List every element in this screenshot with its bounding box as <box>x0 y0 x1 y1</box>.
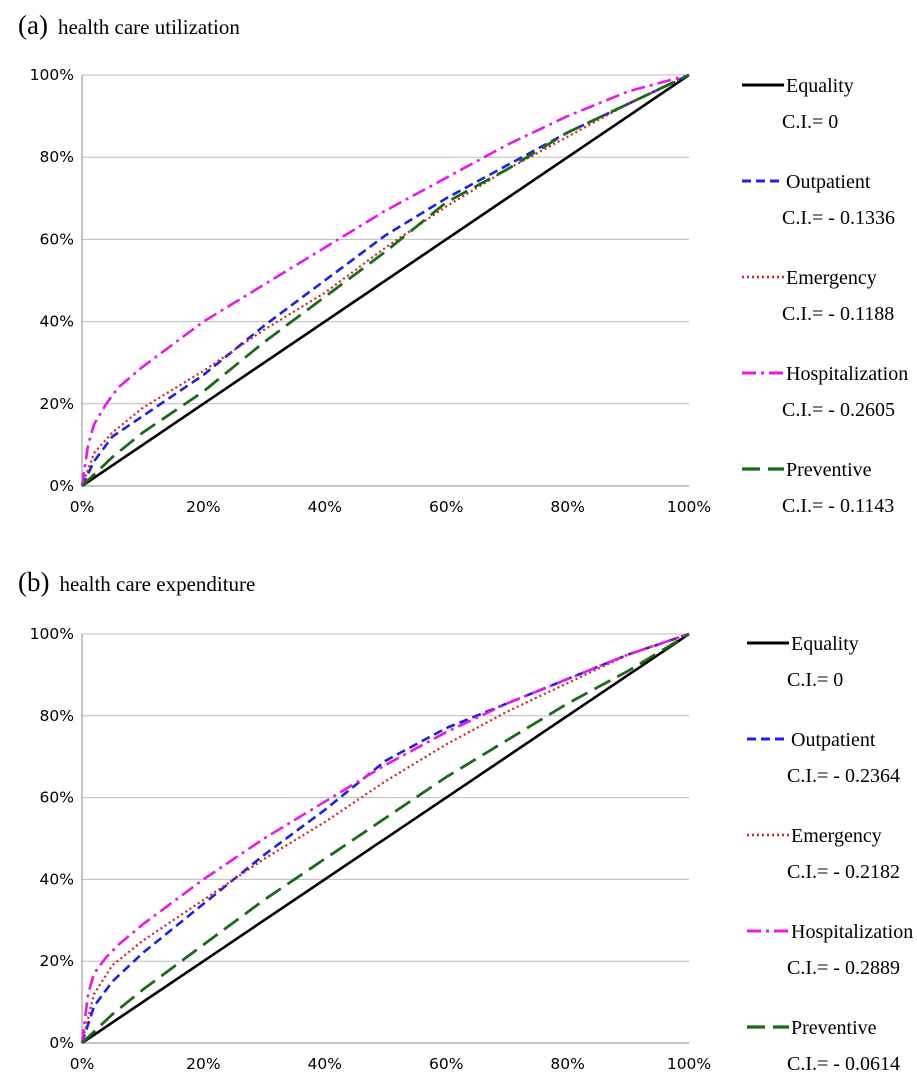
legend-label-preventive: Preventive <box>786 459 872 481</box>
panel-b-letter: (b) <box>18 567 50 597</box>
legend-label-equality: Equality <box>791 633 859 655</box>
y-tick-label: 60% <box>40 789 74 807</box>
chart-panel-a: 0% 20% 40% 60% 80% 100% 0% 20% 40% 60% 80% 100% Equa… <box>30 66 909 517</box>
x-tick-label: 60% <box>429 498 463 516</box>
x-tick-label: 20% <box>186 1055 220 1073</box>
y-tick-label: 40% <box>40 870 74 888</box>
legend-label-hospitalization: Hospitalization <box>791 921 913 943</box>
chart-panel-b: 0% 20% 40% 60% 80% 100% 0% 20% 40% 60% 80% 100% Equa… <box>30 625 914 1075</box>
legend-ci-equality: C.I.= 0 <box>787 669 843 691</box>
y-tick-label: 100% <box>30 625 74 643</box>
series-line-preventive <box>81 632 690 1045</box>
legend-ci-hospitalization: C.I.= - 0.2605 <box>782 399 895 421</box>
series-line-emergency <box>80 632 690 1044</box>
y-tick-label: 60% <box>40 230 74 248</box>
legend-ci-preventive: C.I.= - 0.1143 <box>782 495 894 517</box>
series-line-emergency <box>80 74 690 487</box>
legend-label-hospitalization: Hospitalization <box>786 363 908 385</box>
y-tick-label: 20% <box>40 395 74 413</box>
legend-label-outpatient: Outpatient <box>791 729 876 751</box>
x-tick-label: 40% <box>308 498 342 516</box>
series-line-preventive <box>81 73 690 488</box>
x-tick-label: 60% <box>429 1055 463 1073</box>
panel-b-label: (b) health care expenditure <box>18 567 255 598</box>
y-tick-label: 80% <box>40 707 74 725</box>
panel-b-title: health care expenditure <box>59 572 256 596</box>
panel-a-title: health care utilization <box>57 15 240 39</box>
x-tick-label: 20% <box>186 498 220 516</box>
y-tick-label: 80% <box>40 148 74 166</box>
series-line-equality <box>81 73 690 488</box>
legend-ci-equality: C.I.= 0 <box>782 111 838 133</box>
legend-label-emergency: Emergency <box>791 825 882 847</box>
x-tick-label: 0% <box>70 1055 95 1073</box>
panel-a-label: (a) health care utilization <box>18 10 240 41</box>
y-tick-label: 0% <box>49 477 74 495</box>
legend-label-equality: Equality <box>786 75 854 97</box>
panel-a-letter: (a) <box>18 10 48 40</box>
x-tick-label: 80% <box>550 498 584 516</box>
x-tick-label: 100% <box>667 1055 711 1073</box>
legend-label-preventive: Preventive <box>791 1017 877 1039</box>
x-tick-label: 80% <box>550 1055 584 1073</box>
x-tick-label: 100% <box>667 498 711 516</box>
series-line-equality <box>81 632 690 1045</box>
y-tick-label: 0% <box>49 1034 74 1052</box>
x-tick-label: 40% <box>308 1055 342 1073</box>
legend-ci-hospitalization: C.I.= - 0.2889 <box>787 957 900 979</box>
legend-ci-emergency: C.I.= - 0.2182 <box>787 861 900 883</box>
x-tick-label: 0% <box>70 498 95 516</box>
legend-ci-preventive: C.I.= - 0.0614 <box>787 1053 900 1075</box>
y-tick-label: 40% <box>40 313 74 331</box>
legend-ci-outpatient: C.I.= - 0.2364 <box>787 765 900 787</box>
y-tick-label: 20% <box>40 952 74 970</box>
y-tick-label: 100% <box>30 66 74 84</box>
legend-label-outpatient: Outpatient <box>786 171 871 193</box>
legend-label-emergency: Emergency <box>786 267 877 289</box>
legend-ci-outpatient: C.I.= - 0.1336 <box>782 207 895 229</box>
legend-ci-emergency: C.I.= - 0.1188 <box>782 303 894 325</box>
